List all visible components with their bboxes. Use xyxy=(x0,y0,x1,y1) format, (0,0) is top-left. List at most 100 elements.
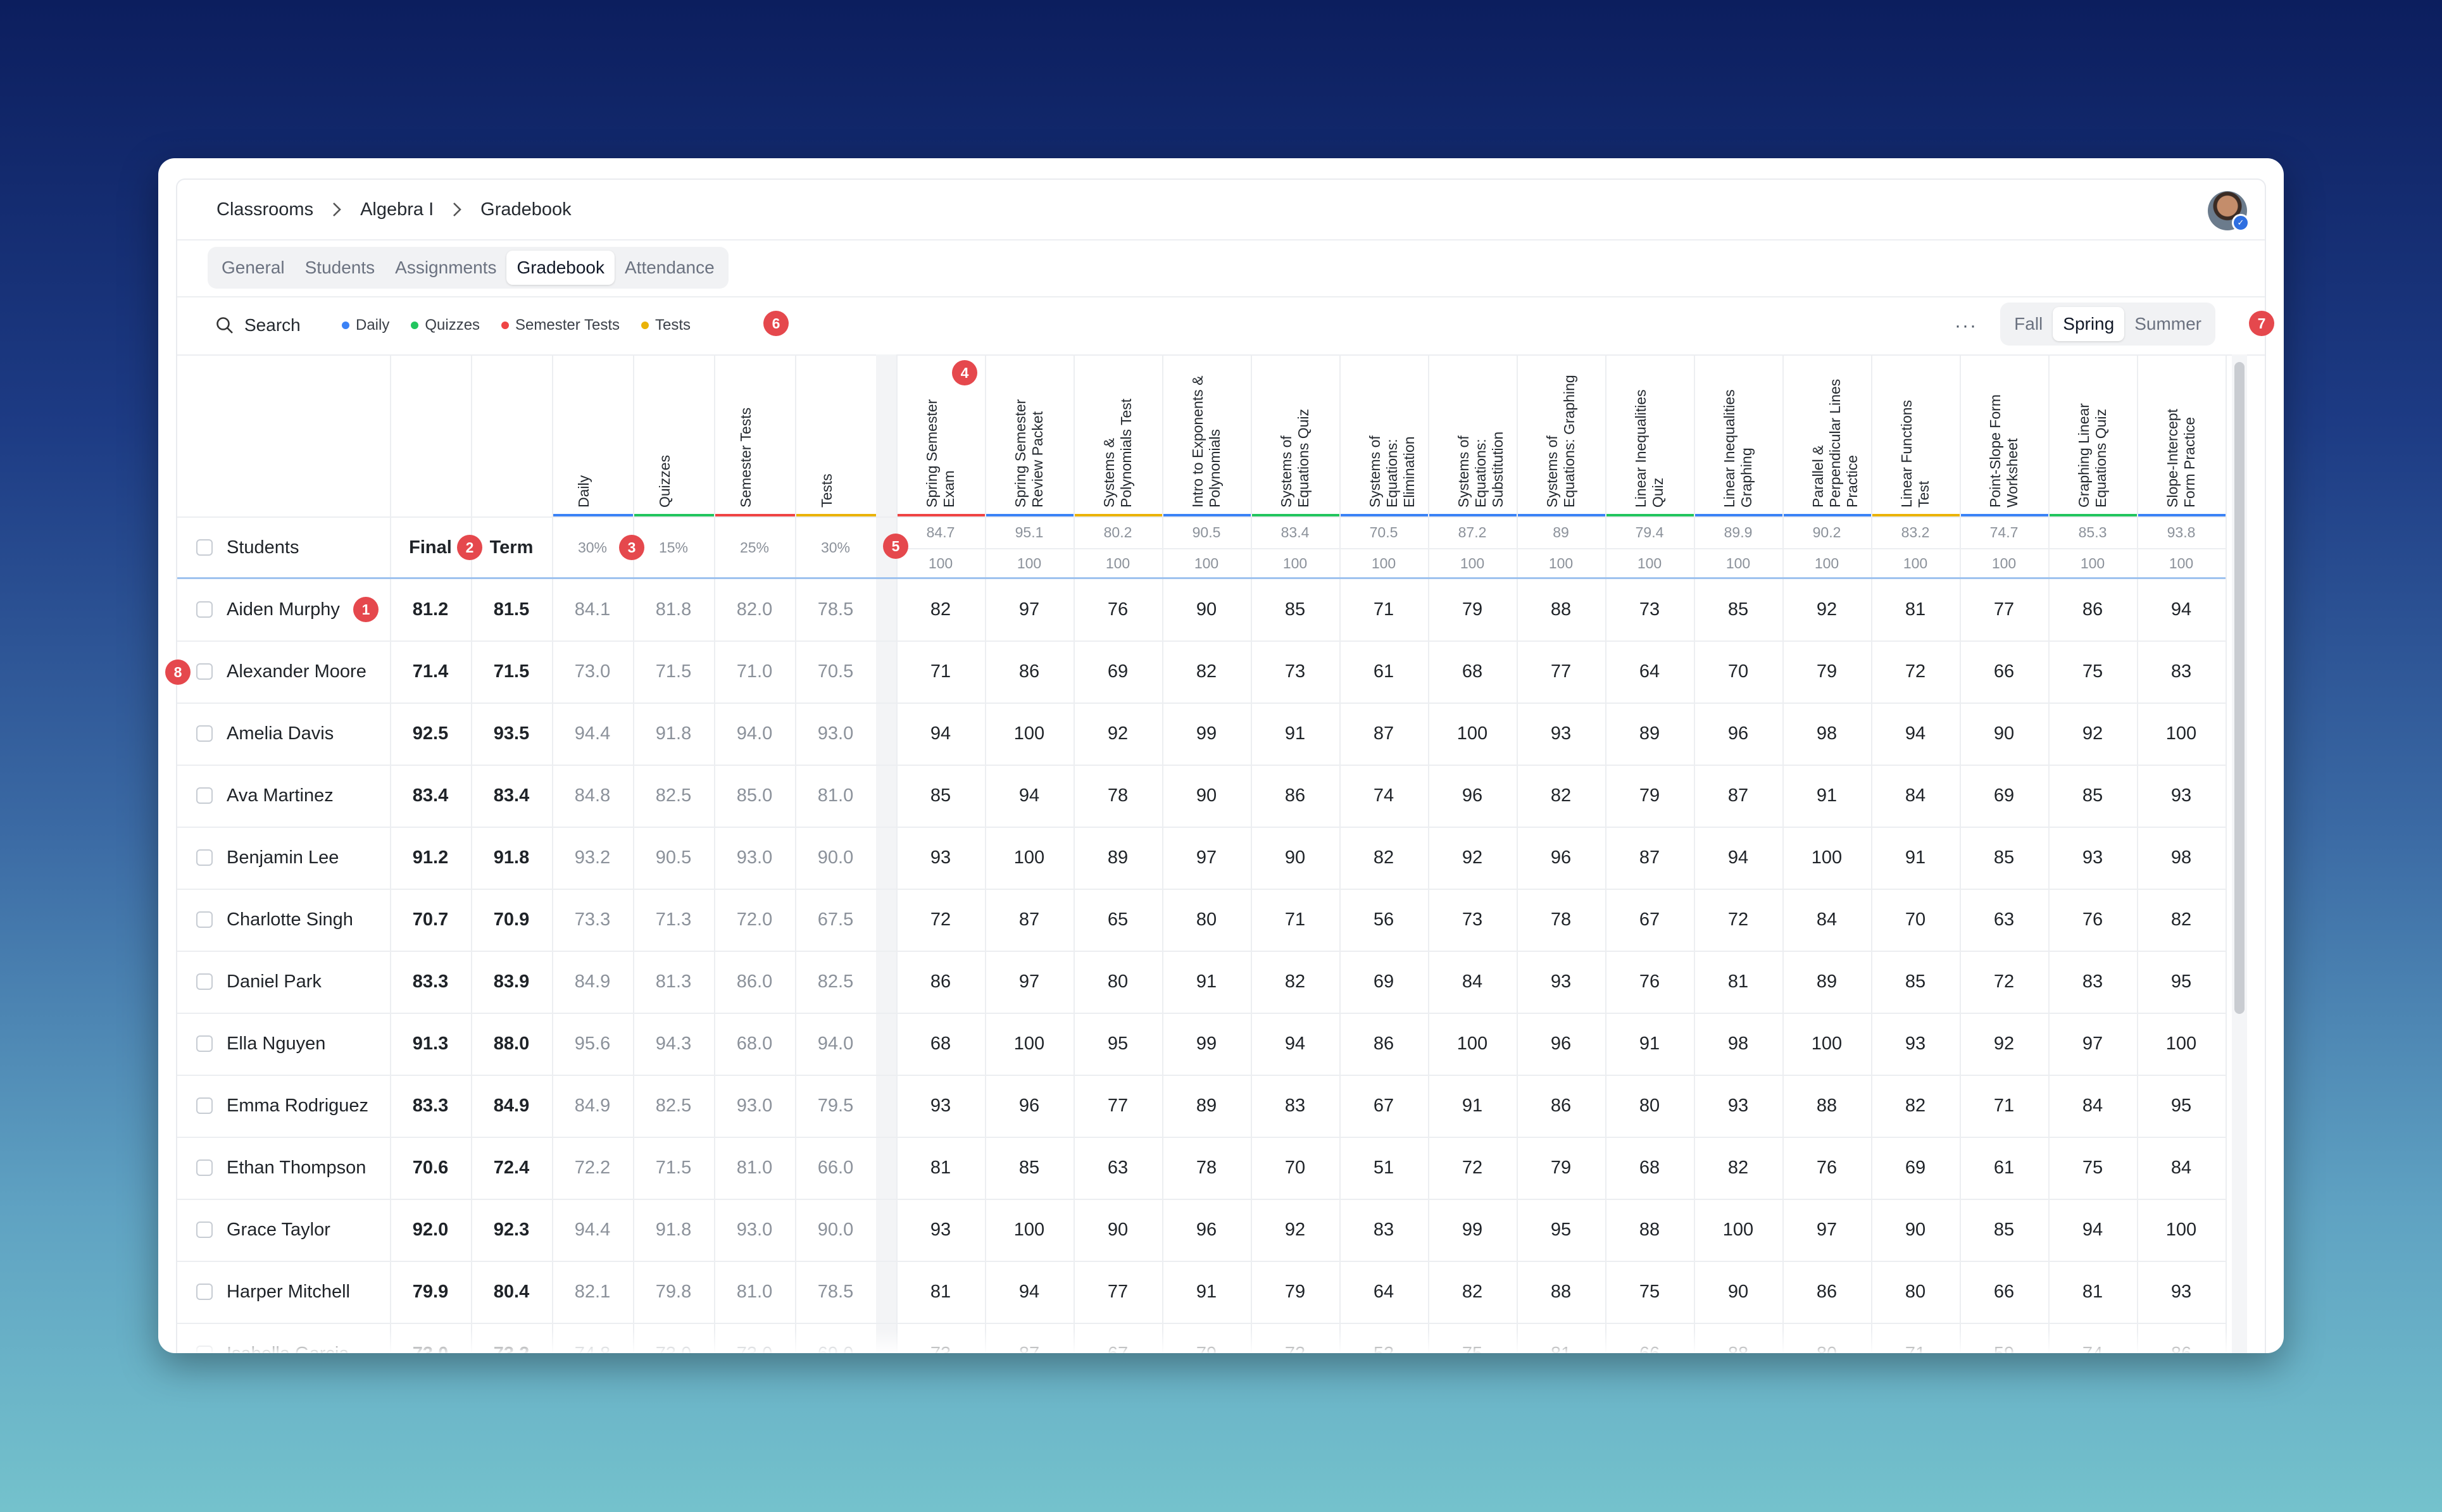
final-grade-cell[interactable]: 83.3 xyxy=(412,1095,449,1116)
score-cell[interactable]: 70 xyxy=(1284,1157,1306,1178)
category-grade-cell[interactable]: 95.6 xyxy=(574,1033,611,1054)
term-summer[interactable]: Summer xyxy=(2134,314,2201,334)
score-cell[interactable]: 66 xyxy=(1993,661,2015,682)
score-cell[interactable]: 69 xyxy=(1993,785,2015,806)
score-cell[interactable]: 98 xyxy=(1816,723,1838,744)
score-cell[interactable]: 86 xyxy=(1018,661,1040,682)
final-grade-cell[interactable]: 71.4 xyxy=(412,661,449,682)
tab-general[interactable]: General xyxy=(222,258,285,277)
tab-gradebook[interactable]: Gradebook xyxy=(506,251,615,285)
score-cell[interactable]: 100 xyxy=(1013,847,1045,868)
score-cell[interactable]: 83 xyxy=(1284,1095,1306,1116)
category-grade-cell[interactable]: 70.5 xyxy=(817,661,854,682)
score-cell[interactable]: 70 xyxy=(1727,661,1749,682)
score-cell[interactable]: 73 xyxy=(1284,661,1306,682)
score-cell[interactable]: 96 xyxy=(1727,723,1749,744)
assignment-header[interactable]: Linear Inequalities Quiz xyxy=(1632,389,1666,508)
score-cell[interactable]: 100 xyxy=(1722,1219,1754,1240)
score-cell[interactable]: 100 xyxy=(1811,1033,1843,1054)
score-cell[interactable]: 93 xyxy=(2170,785,2192,806)
score-cell[interactable]: 82 xyxy=(1373,847,1394,868)
score-cell[interactable]: 92 xyxy=(1462,847,1483,868)
score-cell[interactable]: 61 xyxy=(1373,661,1394,682)
score-cell[interactable]: 85 xyxy=(1993,847,2015,868)
score-cell[interactable]: 93 xyxy=(930,847,951,868)
assignment-header[interactable]: Parallel & Perpendicular Lines Practice xyxy=(1810,378,1860,508)
score-cell[interactable]: 94 xyxy=(1284,1033,1306,1054)
score-cell[interactable]: 100 xyxy=(1013,723,1045,744)
score-cell[interactable]: 72 xyxy=(930,909,951,930)
score-cell[interactable]: 100 xyxy=(1456,723,1488,744)
category-grade-cell[interactable]: 71.5 xyxy=(655,1157,692,1178)
score-cell[interactable]: 87 xyxy=(1018,909,1040,930)
score-cell[interactable]: 92 xyxy=(1107,723,1129,744)
score-cell[interactable]: 76 xyxy=(1107,599,1129,620)
score-cell[interactable]: 77 xyxy=(1993,599,2015,620)
category-grade-cell[interactable]: 85.0 xyxy=(736,785,773,806)
student-name-cell[interactable]: Charlotte Singh xyxy=(196,889,390,951)
student-name-cell[interactable]: Benjamin Lee xyxy=(196,827,390,889)
score-cell[interactable]: 88 xyxy=(1816,1095,1838,1116)
category-grade-cell[interactable]: 79.8 xyxy=(655,1281,692,1302)
score-cell[interactable]: 82 xyxy=(1905,1095,1926,1116)
score-cell[interactable]: 83 xyxy=(2170,661,2192,682)
category-grade-cell[interactable]: 90.0 xyxy=(817,847,854,868)
score-cell[interactable]: 94 xyxy=(1018,785,1040,806)
row-checkbox[interactable] xyxy=(196,1097,213,1114)
score-cell[interactable]: 69 xyxy=(1905,1157,1926,1178)
category-grade-cell[interactable]: 66.0 xyxy=(817,1157,854,1178)
category-grade-cell[interactable]: 73.3 xyxy=(574,909,611,930)
category-grade-cell[interactable]: 82.1 xyxy=(574,1281,611,1302)
score-cell[interactable]: 76 xyxy=(1639,971,1660,992)
final-grade-cell[interactable]: 81.2 xyxy=(412,599,449,620)
term-grade-cell[interactable]: 84.9 xyxy=(493,1095,530,1116)
row-checkbox[interactable] xyxy=(196,1284,213,1300)
assignment-header[interactable]: Spring Semester Exam xyxy=(924,399,957,508)
score-cell[interactable]: 87 xyxy=(1727,785,1749,806)
category-grade-cell[interactable]: 81.0 xyxy=(736,1157,773,1178)
row-checkbox[interactable] xyxy=(196,1159,213,1176)
legend-item-daily[interactable]: Daily xyxy=(342,316,389,334)
score-cell[interactable]: 86 xyxy=(1550,1095,1572,1116)
category-grade-cell[interactable]: 79.5 xyxy=(817,1095,854,1116)
score-cell[interactable]: 94 xyxy=(1018,1281,1040,1302)
breadcrumb-algebra[interactable]: Algebra I xyxy=(360,199,434,220)
category-grade-cell[interactable]: 93.0 xyxy=(736,847,773,868)
term-grade-cell[interactable]: 88.0 xyxy=(493,1033,530,1054)
category-grade-cell[interactable]: 94.4 xyxy=(574,723,611,744)
score-cell[interactable]: 68 xyxy=(930,1033,951,1054)
score-cell[interactable]: 70 xyxy=(1905,909,1926,930)
score-cell[interactable]: 100 xyxy=(2165,723,2197,744)
score-cell[interactable]: 97 xyxy=(1018,971,1040,992)
select-all-checkbox[interactable] xyxy=(196,539,213,556)
category-grade-cell[interactable]: 93.0 xyxy=(736,1095,773,1116)
score-cell[interactable]: 94 xyxy=(2170,599,2192,620)
score-cell[interactable]: 91 xyxy=(1196,1281,1217,1302)
score-cell[interactable]: 89 xyxy=(1107,847,1129,868)
score-cell[interactable]: 72 xyxy=(1727,909,1749,930)
score-cell[interactable]: 94 xyxy=(1905,723,1926,744)
category-grade-cell[interactable]: 84.9 xyxy=(574,971,611,992)
score-cell[interactable]: 92 xyxy=(2082,723,2103,744)
score-cell[interactable]: 97 xyxy=(2082,1033,2103,1054)
category-header[interactable]: Tests xyxy=(818,473,835,508)
score-cell[interactable]: 56 xyxy=(1373,909,1394,930)
assignment-header[interactable]: Slope-Intercept Form Practice xyxy=(2164,409,2198,508)
assignment-header[interactable]: Linear Functions Test xyxy=(1898,399,1932,508)
score-cell[interactable]: 82 xyxy=(1550,785,1572,806)
score-cell[interactable]: 84 xyxy=(1462,971,1483,992)
score-cell[interactable]: 88 xyxy=(1550,1281,1572,1302)
breadcrumb-gradebook[interactable]: Gradebook xyxy=(480,199,572,220)
assignment-header[interactable]: Systems of Equations Quiz xyxy=(1278,409,1312,508)
term-grade-cell[interactable]: 70.9 xyxy=(493,909,530,930)
score-cell[interactable]: 93 xyxy=(930,1219,951,1240)
score-cell[interactable]: 67 xyxy=(1373,1095,1394,1116)
score-cell[interactable]: 96 xyxy=(1018,1095,1040,1116)
score-cell[interactable]: 75 xyxy=(2082,1157,2103,1178)
row-checkbox[interactable] xyxy=(196,725,213,742)
student-name-cell[interactable]: Amelia Davis xyxy=(196,703,390,765)
category-grade-cell[interactable]: 81.0 xyxy=(736,1281,773,1302)
student-name-cell[interactable]: Aiden Murphy xyxy=(196,578,390,640)
score-cell[interactable]: 74 xyxy=(1373,785,1394,806)
tab-students[interactable]: Students xyxy=(304,258,375,277)
